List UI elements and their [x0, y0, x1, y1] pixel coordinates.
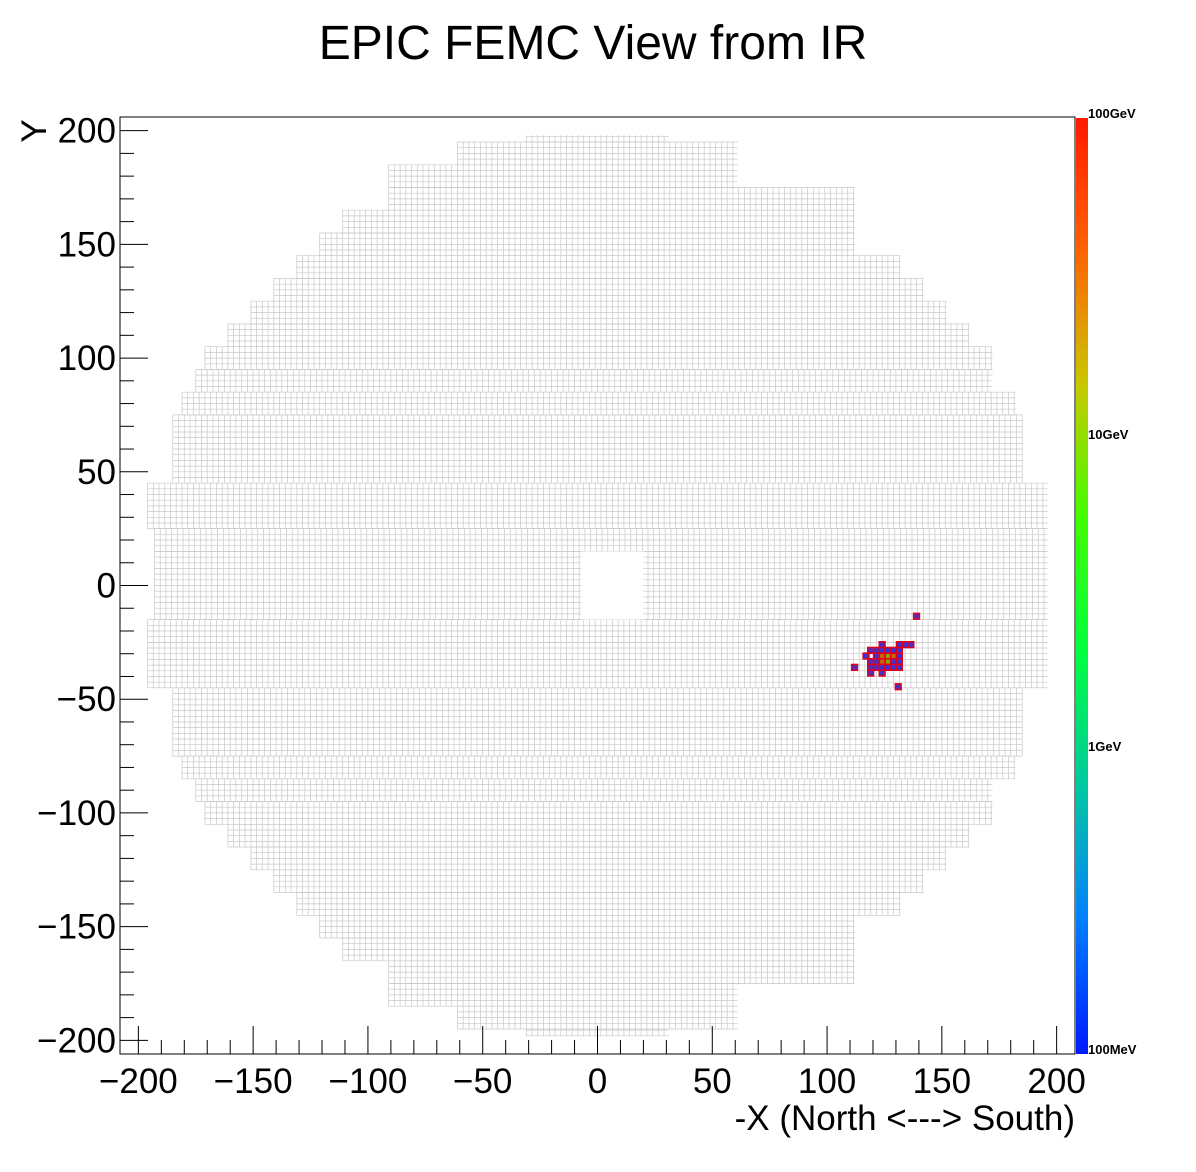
y-tick-label: 0	[97, 567, 116, 606]
x-tick-label: −200	[99, 1062, 178, 1101]
hit-cell	[862, 652, 870, 660]
hit-cell	[907, 640, 915, 649]
detector-row	[388, 164, 738, 188]
detector-row	[172, 732, 1023, 757]
detector-row	[204, 801, 993, 825]
y-tick-label: 50	[77, 453, 116, 492]
hit-cell	[878, 663, 886, 671]
detector-row	[250, 300, 947, 325]
detector-row	[147, 619, 1048, 643]
detector-row	[388, 983, 738, 1007]
detector-row	[172, 437, 1023, 484]
beam-hole	[581, 551, 644, 620]
x-tick-label: 0	[588, 1062, 607, 1101]
hit-cell	[884, 663, 892, 671]
hit-cell	[878, 657, 886, 666]
colorbar-label: 10GeV	[1088, 427, 1129, 442]
x-axis-title: -X (North <---> South)	[735, 1099, 1075, 1138]
hit-cell	[878, 669, 886, 677]
x-axis: −200 −150 −100 −50 0 50 100 150 200	[99, 1026, 1086, 1101]
colorbar	[1076, 118, 1088, 1054]
hit-cell	[872, 657, 881, 666]
x-tick-label: −50	[453, 1062, 512, 1101]
detector-row	[319, 914, 855, 939]
y-tick-label: 150	[58, 225, 116, 264]
y-tick-label: 100	[58, 339, 116, 378]
hit-cell	[878, 646, 886, 654]
hit-cell	[895, 640, 903, 649]
hit-cell	[889, 646, 898, 654]
y-axis: −200 −150 −100 −50 0 50 100 150 200	[37, 112, 148, 1060]
detector-row	[154, 528, 1048, 552]
detector-row	[181, 755, 1016, 780]
detector-row	[181, 391, 1016, 416]
colorbar-label: 100MeV	[1088, 1042, 1137, 1057]
colorbar-labels: 100GeV 10GeV 1GeV 100MeV	[1088, 106, 1137, 1057]
detector-row	[172, 414, 1023, 439]
hit-cell	[889, 663, 898, 671]
detector-row	[457, 1005, 738, 1030]
detector-row	[296, 892, 901, 916]
hit-cell	[872, 646, 881, 654]
detector-row	[227, 823, 970, 848]
detector-row	[388, 187, 855, 211]
detector-row	[342, 937, 855, 962]
detector-row	[388, 960, 855, 984]
detector-row	[319, 232, 855, 257]
detector-row	[342, 209, 855, 234]
hit-cell	[866, 657, 875, 666]
hit-cell	[901, 640, 909, 649]
hit-cell	[895, 663, 903, 671]
hit-cell	[884, 646, 892, 654]
detector-row	[457, 141, 738, 166]
hit-cell	[866, 646, 875, 654]
x-tick-label: −100	[329, 1062, 408, 1101]
x-tick-label: 150	[913, 1062, 971, 1101]
hit-cell	[850, 663, 859, 671]
y-tick-label: −200	[37, 1021, 116, 1060]
y-axis-title: Y	[15, 119, 54, 142]
colorbar-label: 1GeV	[1088, 739, 1122, 754]
x-tick-label: 50	[693, 1062, 732, 1101]
detector-row	[195, 778, 993, 802]
hit-cell	[884, 657, 892, 666]
y-tick-label: −150	[37, 908, 116, 947]
chart-title: EPIC FEMC View from IR	[319, 17, 868, 70]
detector-row	[227, 323, 970, 348]
x-tick-label: −150	[214, 1062, 293, 1101]
hit-cell	[912, 612, 921, 620]
hit-cell	[895, 646, 903, 654]
detector-row	[147, 642, 1048, 689]
y-tick-label: 200	[58, 112, 116, 151]
detector-row	[250, 846, 947, 871]
hit-cell	[895, 657, 903, 666]
x-tick-label: 200	[1027, 1062, 1085, 1101]
colorbar-label: 100GeV	[1088, 106, 1136, 121]
hit-cell	[878, 640, 886, 649]
hit-cell	[889, 657, 898, 666]
detector-row	[273, 278, 924, 302]
hit-cell	[872, 663, 881, 671]
detector-row	[195, 369, 993, 393]
y-tick-label: −50	[57, 680, 116, 719]
detector-grid	[147, 135, 1048, 1037]
y-tick-label: −100	[37, 794, 116, 833]
detector-row	[147, 482, 1048, 529]
hit-cell	[866, 669, 875, 677]
detector-row	[204, 346, 993, 370]
detector-row	[296, 255, 901, 279]
detector-row	[172, 687, 1023, 734]
x-tick-label: 100	[798, 1062, 856, 1101]
hit-cell	[894, 683, 902, 691]
detector-row	[273, 869, 924, 893]
detector-row	[525, 135, 669, 143]
energy-hits	[850, 612, 921, 691]
hit-cell	[866, 663, 875, 671]
